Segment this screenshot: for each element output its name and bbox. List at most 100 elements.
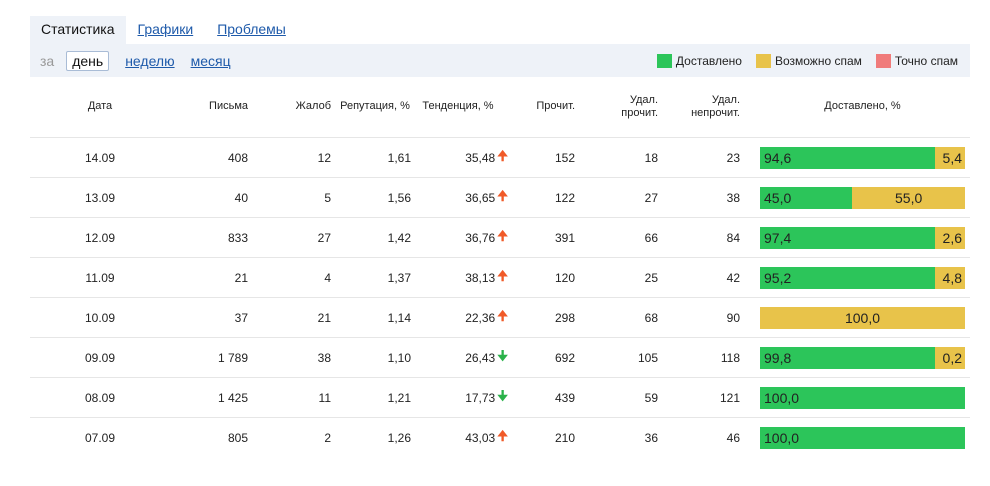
cell-deleted-read: 105 [637, 351, 658, 365]
table-row: 07.09 805 2 1,26 43,03 🠉 210 36 46 100,0 [30, 417, 970, 458]
tab-charts[interactable]: Графики [137, 21, 194, 37]
legend-maybe-spam-swatch [755, 53, 771, 68]
cell-deleted-unread: 23 [726, 151, 740, 165]
cell-deleted-read: 18 [644, 151, 658, 165]
cell-read: 692 [554, 351, 575, 365]
cell-trend-value: 36,76 [465, 231, 496, 245]
arrow-up-icon: 🠉 [497, 428, 508, 443]
cell-letters: 833 [227, 231, 248, 245]
cell-letters: 1 789 [217, 351, 248, 365]
cell-deleted-unread: 121 [719, 391, 740, 405]
cell-date: 11.09 [85, 271, 115, 285]
table-row: 11.09 21 4 1,37 38,13 🠉 120 25 42 95,2 4,8 [30, 257, 970, 298]
table-row: 08.09 1 425 11 1,21 17,73 🠋 439 59 121 100,0 [30, 377, 970, 418]
cell-letters: 805 [227, 431, 248, 445]
cell-complaints: 4 [324, 271, 331, 285]
cell-date: 13.09 [84, 191, 116, 205]
cell-reputation: 1,10 [387, 351, 411, 365]
cell-deleted-read: 59 [644, 391, 658, 405]
cell-read: 391 [554, 231, 575, 245]
tab-statistics[interactable]: Статистика [30, 16, 126, 44]
cell-letters: 37 [234, 311, 248, 325]
cell-deleted-read: 66 [644, 231, 658, 245]
cell-complaints: 11 [318, 391, 331, 405]
cell-trend-value: 36,65 [465, 191, 496, 205]
cell-deleted-unread: 46 [726, 431, 740, 445]
tab-bar: Статистика Графики Проблемы [30, 16, 298, 44]
legend-spam-label: Точно спам [894, 53, 958, 68]
legend-maybe-spam-label: Возможно спам [774, 53, 862, 68]
cell-deleted-read: 68 [644, 311, 658, 325]
header-reputation: Репутация, % [340, 100, 410, 112]
tab-problems[interactable]: Проблемы [217, 21, 286, 37]
delivered-segment: 45,0 [760, 187, 853, 209]
cell-deleted-read: 36 [644, 431, 658, 445]
legend-delivered-swatch [656, 53, 672, 68]
cell-trend: 35,48 🠉 [430, 138, 508, 178]
delivered-segment: 100,0 [760, 427, 965, 449]
cell-letters: 1 425 [217, 391, 248, 405]
arrow-down-icon: 🠋 [497, 388, 508, 403]
delivered-segment: 100,0 [760, 387, 965, 409]
header-delivered: Доставлено, % [824, 100, 901, 112]
legend-maybe-spam: Возможно спам [755, 53, 862, 68]
delivery-bar: 99,8 0,2 [760, 347, 965, 369]
maybe-spam-segment: 0,2 [935, 347, 965, 369]
table-row: 13.09 40 5 1,56 36,65 🠉 122 27 38 45,0 55,0 [30, 177, 970, 218]
header-date: Дата [87, 100, 113, 112]
legend-delivered-label: Доставлено [675, 53, 742, 68]
cell-read: 210 [554, 431, 575, 445]
legend-spam: Точно спам [875, 53, 958, 68]
arrow-up-icon: 🠉 [497, 308, 508, 323]
maybe-spam-segment: 4,8 [935, 267, 965, 289]
cell-date: 08.09 [84, 391, 116, 405]
cell-complaints: 5 [324, 191, 331, 205]
delivered-segment: 97,4 [760, 227, 935, 249]
cell-letters: 408 [227, 151, 248, 165]
period-week-link[interactable]: неделю [125, 52, 175, 69]
cell-read: 439 [554, 391, 575, 405]
cell-trend-value: 38,13 [465, 271, 496, 285]
cell-deleted-unread: 118 [720, 351, 740, 365]
legend: Доставлено Возможно спам Точно спам [643, 44, 958, 77]
table-header: Дата Письма Жалоб Репутация, % Тенденция… [30, 78, 970, 135]
period-day-button[interactable]: день [66, 50, 110, 71]
period-bar: за день неделю месяц Доставлено Возможно… [30, 44, 970, 77]
cell-deleted-unread: 84 [726, 231, 740, 245]
cell-read: 152 [554, 151, 575, 165]
delivery-bar: 94,6 5,4 [760, 147, 965, 169]
cell-deleted-unread: 90 [726, 311, 740, 325]
cell-complaints: 38 [317, 351, 331, 365]
maybe-spam-segment: 100,0 [760, 307, 965, 329]
header-deleted-unread: Удал. непрочит. [675, 78, 740, 135]
period-prefix: за [40, 52, 55, 69]
cell-trend-value: 43,03 [465, 431, 496, 445]
header-deleted-unread-line2: непрочит. [691, 106, 740, 119]
header-deleted-read-line2: прочит. [621, 106, 658, 119]
cell-deleted-unread: 38 [726, 191, 740, 205]
cell-complaints: 27 [317, 231, 331, 245]
arrow-up-icon: 🠉 [497, 228, 508, 243]
cell-deleted-read: 27 [644, 191, 658, 205]
delivery-bar: 45,0 55,0 [760, 187, 965, 209]
header-deleted-unread-line1: Удал. [711, 93, 740, 106]
cell-trend: 43,03 🠉 [430, 418, 508, 458]
cell-trend: 26,43 🠋 [430, 338, 508, 378]
header-deleted-read-line1: Удал. [629, 93, 658, 106]
cell-trend-value: 26,43 [465, 351, 496, 365]
delivery-bar: 100,0 [760, 387, 965, 409]
cell-reputation: 1,61 [387, 151, 411, 165]
header-read: Прочит. [536, 100, 575, 112]
delivery-bar: 100,0 [760, 427, 965, 449]
arrow-down-icon: 🠋 [497, 348, 508, 363]
arrow-up-icon: 🠉 [497, 268, 508, 283]
cell-reputation: 1,37 [387, 271, 411, 285]
cell-letters: 40 [234, 191, 248, 205]
maybe-spam-segment: 5,4 [935, 147, 965, 169]
delivered-segment: 95,2 [760, 267, 935, 289]
cell-trend-value: 17,73 [465, 391, 496, 405]
cell-reputation: 1,14 [387, 311, 411, 325]
period-month-link[interactable]: месяц [190, 52, 231, 69]
arrow-up-icon: 🠉 [497, 148, 508, 163]
cell-reputation: 1,26 [387, 431, 411, 445]
